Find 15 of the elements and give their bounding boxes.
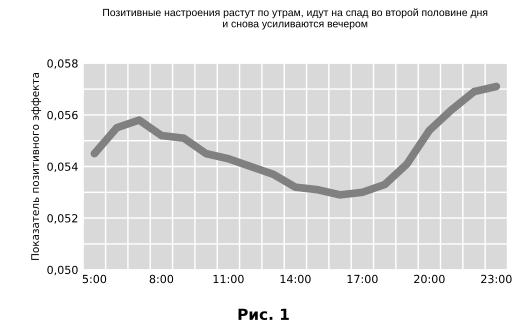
text: Рис. 1 xyxy=(238,308,289,320)
y-tick-label: 0,052 xyxy=(47,214,78,224)
x-tick-label: 20:00 xyxy=(414,274,445,284)
x-tick-label: 8:00 xyxy=(150,274,174,284)
x-tick-label: 14:00 xyxy=(280,274,311,284)
x-tick-label: 23:00 xyxy=(481,274,512,284)
y-axis-title: Показатель позитивного эффекта xyxy=(31,73,42,260)
y-tick-label: 0,050 xyxy=(47,266,78,276)
y-tick-label: 0,054 xyxy=(47,162,78,172)
y-tick-label: 0,058 xyxy=(47,59,78,69)
x-tick-label: 5:00 xyxy=(82,274,106,284)
chart-title: Позитивные настроения растут по утрам, идут на спад во второй половине дня и снова усиливаются вечером xyxy=(103,8,488,30)
x-tick-label: 17:00 xyxy=(348,274,378,284)
x-tick-label: 11:00 xyxy=(214,274,244,284)
y-tick-label: 0,056 xyxy=(47,110,78,120)
